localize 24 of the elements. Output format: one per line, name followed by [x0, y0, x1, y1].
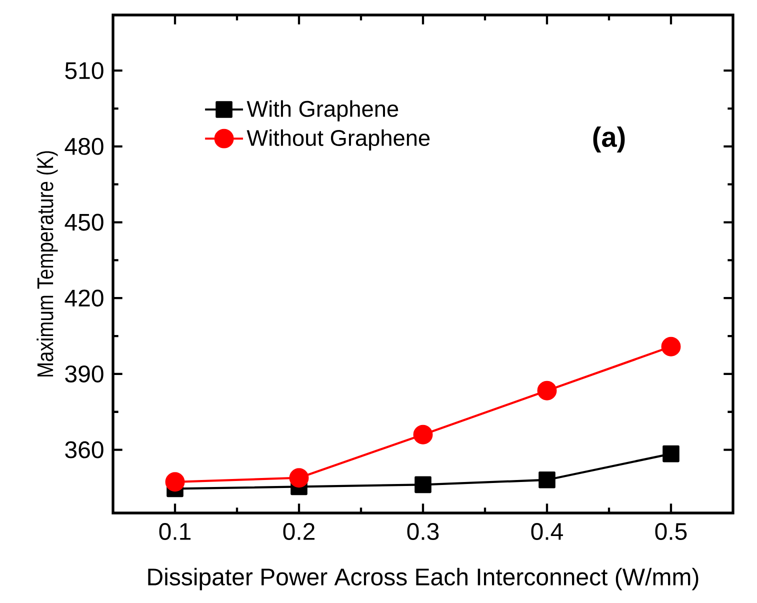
x-tick-label: 0.2: [283, 523, 314, 540]
point: [662, 445, 680, 462]
x-tick-label: 0.4: [531, 523, 563, 540]
legend-label: With Graphene: [246, 100, 398, 122]
x-tick-label: 0.5: [655, 523, 687, 540]
x-axis-title: Dissipater Power Across Each Interconnect (W/mm): [148, 568, 698, 590]
point: [413, 424, 433, 444]
annotation: (a): [593, 126, 625, 153]
point: [538, 471, 556, 488]
point: [414, 476, 432, 494]
y-axis-title: Maximum Temperature (K): [36, 151, 58, 376]
legend-label: Without Graphene: [246, 129, 430, 150]
x-tick-label: 0.1: [159, 523, 191, 540]
point: [165, 472, 185, 492]
y-tick-label: 480: [64, 138, 104, 155]
y-tick-label: 510: [65, 62, 104, 80]
y-tick-label: 390: [65, 365, 104, 382]
y-tick-label: 420: [64, 290, 104, 307]
point: [661, 336, 681, 356]
x-tick-label: 0.3: [407, 523, 439, 540]
y-tick-label: 450: [64, 214, 104, 231]
y-tick-label: 360: [65, 441, 104, 458]
point: [289, 468, 309, 488]
point: [537, 380, 557, 400]
